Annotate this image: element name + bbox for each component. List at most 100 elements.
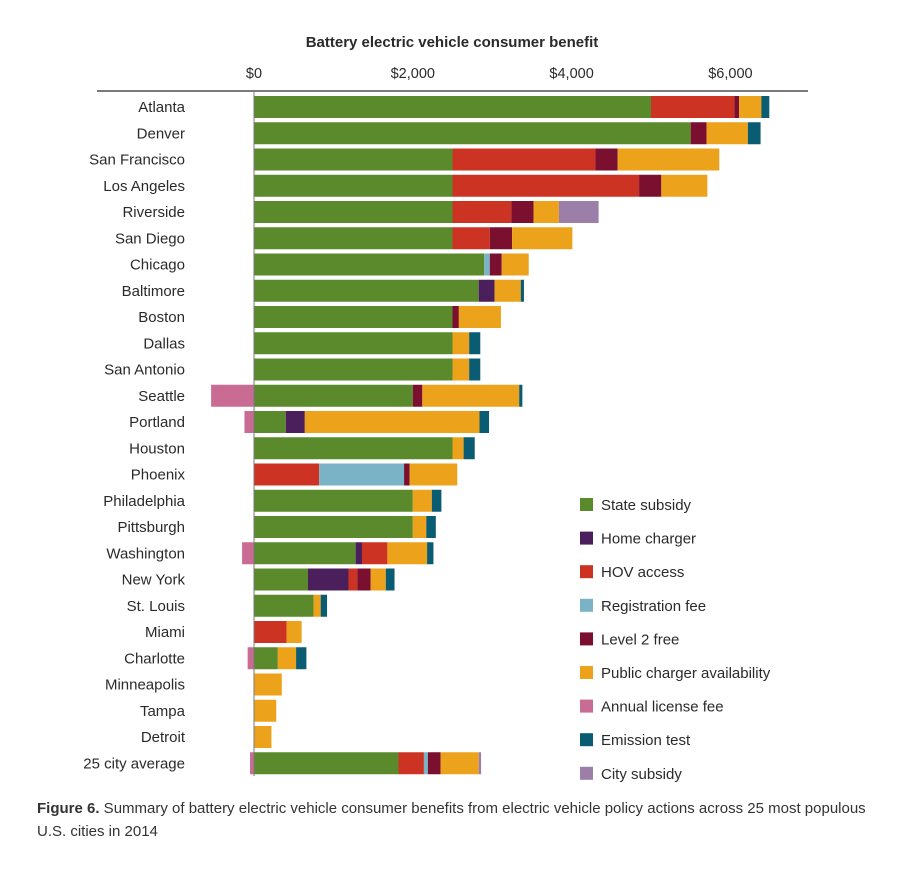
bar-segment	[761, 96, 770, 118]
bar-segment	[747, 122, 761, 145]
legend-label: HOV access	[601, 564, 684, 581]
category-label: San Antonio	[104, 362, 185, 379]
category-labels: Atlanta Denver San Francisco Los Angeles Riv…	[83, 99, 186, 772]
category-label: 25 city average	[83, 755, 185, 772]
bar-segment	[478, 752, 482, 775]
legend-label: State subsidy	[601, 497, 692, 514]
bar-segment	[247, 647, 254, 670]
bar-segment	[617, 148, 720, 171]
bar-segment	[254, 201, 453, 223]
category-label: Atlanta	[138, 99, 185, 116]
bar-segment	[463, 437, 475, 460]
category-label: San Francisco	[89, 152, 185, 169]
figure-caption: Figure 6. Summary of battery electric ve…	[37, 797, 877, 843]
bar-segment	[409, 463, 458, 486]
bar-segment	[254, 489, 413, 512]
bar-segment	[452, 174, 640, 197]
bar-segment	[211, 384, 254, 407]
legend-label: Home charger	[601, 531, 696, 548]
category-label: Washington	[106, 545, 185, 562]
category-label: Phoenix	[131, 467, 186, 484]
bar-segment	[285, 411, 305, 433]
bar-segment	[452, 148, 596, 171]
category-label: Chicago	[130, 257, 185, 274]
category-label: Los Angeles	[103, 178, 185, 195]
legend-label: City subsidy	[601, 766, 682, 783]
bars-group	[211, 96, 770, 775]
bar-segment	[458, 306, 501, 328]
bar-segment	[520, 279, 524, 302]
bar-segment	[355, 542, 362, 565]
bar-segment	[254, 594, 314, 617]
category-label: Detroit	[141, 729, 186, 746]
bar-segment	[348, 568, 358, 591]
bar-segment	[427, 752, 441, 775]
category-label: Seattle	[138, 388, 185, 405]
bar-segment	[494, 279, 521, 302]
bar-segment	[320, 594, 328, 617]
bar-segment	[431, 489, 442, 512]
legend-swatch	[580, 766, 593, 780]
bar-segment	[452, 201, 512, 223]
bar-segment	[254, 647, 278, 670]
bar-segment	[412, 516, 427, 538]
bar-segment	[254, 516, 413, 538]
bar-segment	[254, 253, 485, 276]
legend-swatch	[580, 565, 593, 579]
legend-swatch	[580, 598, 593, 612]
legend-swatch	[580, 666, 593, 679]
bar-segment	[319, 463, 405, 486]
category-label: St. Louis	[127, 598, 185, 615]
bar-segment	[533, 201, 559, 223]
bar-segment	[484, 253, 490, 276]
category-label: Minneapolis	[105, 677, 185, 694]
figure-caption-text: Summary of battery electric vehicle cons…	[37, 800, 866, 840]
bar-segment	[452, 332, 470, 355]
bar-segment	[277, 647, 297, 670]
bar-segment	[469, 332, 481, 355]
bar-segment	[412, 384, 423, 407]
category-label: Denver	[137, 125, 185, 142]
category-label: San Diego	[115, 230, 185, 247]
bar-segment	[639, 174, 662, 197]
bar-segment	[739, 96, 762, 118]
bar-segment	[254, 673, 282, 696]
bar-segment	[254, 227, 453, 250]
bar-segment	[250, 752, 254, 775]
bar-segment	[404, 463, 410, 486]
bar-segment	[254, 437, 453, 460]
bar-segment	[501, 253, 529, 276]
legend: State subsidy Home charger HOV access Regis…	[580, 497, 771, 783]
bar-segment	[254, 332, 453, 355]
bar-segment	[452, 227, 490, 250]
bar-segment	[254, 279, 479, 302]
bar-segment	[307, 568, 349, 591]
bar-segment	[478, 279, 495, 302]
bar-segment	[304, 411, 480, 433]
category-label: Tampa	[140, 703, 186, 720]
legend-swatch	[580, 531, 593, 545]
bar-segment	[254, 621, 287, 643]
bar-segment	[286, 621, 302, 643]
bar-segment	[426, 516, 436, 538]
category-label: Pittsburgh	[117, 519, 185, 536]
bar-segment	[479, 411, 490, 433]
category-label: Baltimore	[122, 283, 185, 300]
bar-segment	[423, 752, 428, 775]
bar-segment	[254, 699, 277, 722]
bar-segment	[452, 306, 459, 328]
category-label: Portland	[129, 414, 185, 431]
bar-segment	[254, 96, 651, 118]
bar-segment	[452, 358, 470, 381]
bar-segment	[242, 542, 254, 565]
bar-segment	[661, 174, 708, 197]
bar-segment	[254, 148, 453, 171]
bar-segment	[387, 542, 428, 565]
legend-label: Annual license fee	[601, 699, 724, 716]
bar-segment	[244, 411, 254, 433]
legend-swatch	[580, 632, 593, 646]
bar-segment	[440, 752, 479, 775]
stacked-bar-chart: Battery electric vehicle consumer benefi…	[83, 34, 808, 783]
bar-segment	[296, 647, 307, 670]
bar-segment	[595, 148, 618, 171]
